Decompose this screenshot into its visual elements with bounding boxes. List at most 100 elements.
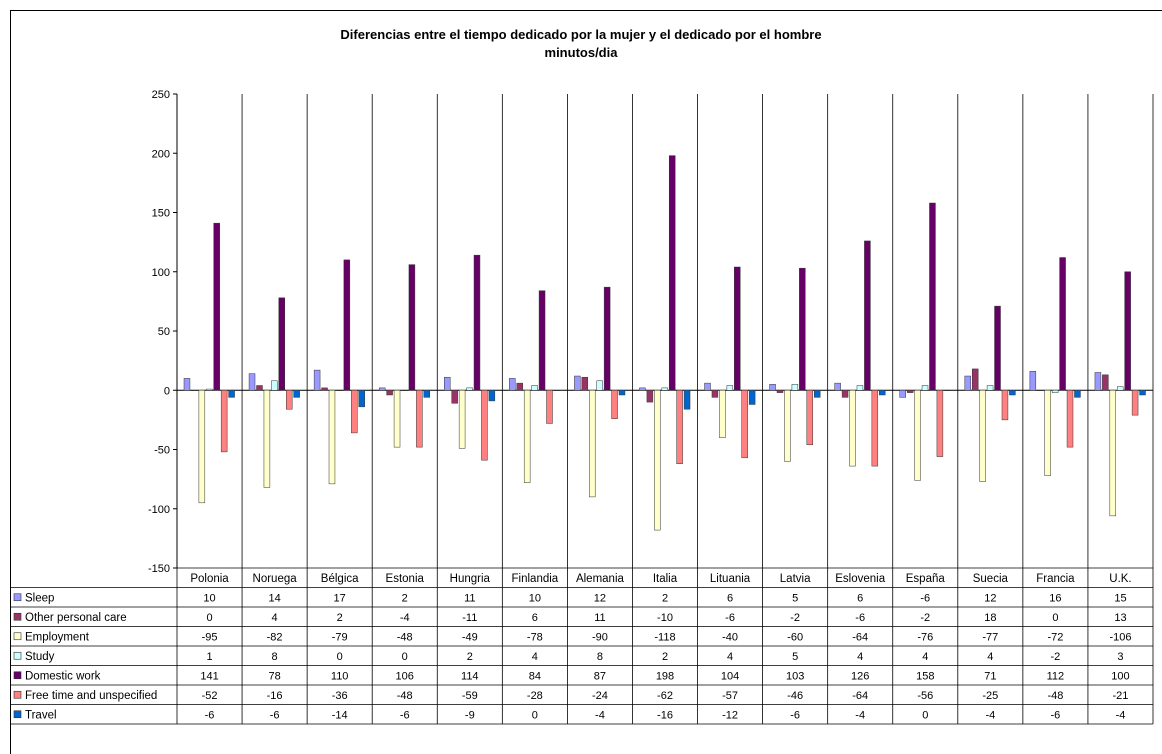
data-table-cell: 6	[727, 592, 733, 604]
legend-swatch	[13, 690, 22, 699]
bar-sleep	[1029, 371, 1037, 391]
bar-travel	[944, 390, 951, 391]
data-table-cell: -90	[592, 631, 608, 643]
bar-study	[921, 385, 929, 391]
data-table-cell: 4	[857, 651, 863, 663]
data-table-cell: -106	[1109, 631, 1131, 643]
bar-other-personal-care	[971, 368, 979, 391]
data-table-cell: 1	[206, 651, 212, 663]
data-table-cell: 100	[1111, 670, 1129, 682]
bar-travel	[553, 390, 561, 391]
bar-study	[856, 385, 864, 391]
category-label: Suecia	[973, 573, 1009, 585]
data-table-cell: -10	[657, 612, 673, 624]
bar-sleep	[378, 387, 386, 391]
bar-free-time-and-unspecified	[286, 390, 293, 410]
data-table-cell: -62	[657, 690, 673, 702]
data-table-cell: -6	[1051, 709, 1061, 721]
data-table-cell: -2	[920, 612, 930, 624]
bar-employment	[458, 390, 466, 449]
data-table-cell: -48	[397, 631, 413, 643]
data-table-cell: -6	[400, 709, 410, 721]
data-table-cell: 18	[984, 612, 996, 624]
data-table-cell: -60	[787, 631, 803, 643]
y-tick-label: 100	[152, 267, 170, 279]
bar-other-personal-care	[776, 390, 784, 393]
data-table-cell: 6	[532, 612, 538, 624]
y-tick-label: 150	[152, 208, 170, 220]
data-table-cell: -14	[332, 709, 348, 721]
bar-domestic-work	[929, 202, 936, 391]
bar-free-time-and-unspecified	[741, 390, 748, 459]
bar-domestic-work	[734, 266, 741, 391]
bar-other-personal-care	[646, 390, 654, 403]
bar-employment	[263, 390, 271, 488]
y-tick-label: -100	[148, 504, 170, 516]
bar-other-personal-care	[191, 390, 198, 391]
bar-employment	[979, 390, 986, 482]
data-table-cell: 2	[662, 651, 668, 663]
bar-travel	[748, 390, 756, 405]
data-table-cell: -57	[722, 690, 738, 702]
data-table-cell: 141	[200, 670, 218, 682]
data-table-cell: -4	[400, 612, 410, 624]
category-label: España	[906, 573, 946, 585]
bar-study	[1051, 390, 1059, 393]
bar-sleep	[964, 375, 971, 391]
data-table-cell: -12	[722, 709, 738, 721]
data-table-cell: -28	[527, 690, 543, 702]
category-label: Alemania	[576, 573, 625, 585]
bar-employment	[719, 390, 726, 438]
category-label: Polonia	[190, 573, 229, 585]
bar-employment	[589, 390, 596, 498]
data-table-cell: 84	[529, 670, 541, 682]
bar-other-personal-care	[451, 390, 458, 404]
legend-swatch	[13, 651, 22, 660]
y-tick-label: 250	[152, 89, 170, 101]
bar-travel	[293, 390, 300, 398]
bar-other-personal-care	[1102, 374, 1109, 391]
data-table-cell: -16	[657, 709, 673, 721]
bar-free-time-and-unspecified	[676, 390, 683, 464]
data-table-cell: -4	[1116, 709, 1126, 721]
category-label: Hungria	[450, 573, 491, 585]
data-table-cell: -64	[852, 690, 868, 702]
bar-study	[986, 385, 994, 391]
bar-study	[1116, 386, 1124, 391]
data-table-cell: -78	[527, 631, 543, 643]
category-label: Bélgica	[321, 573, 359, 585]
category-label: Italia	[653, 573, 678, 585]
bar-study	[596, 380, 603, 391]
bar-sleep	[509, 378, 516, 391]
data-table-cell: -2	[790, 612, 800, 624]
bar-sleep	[1094, 372, 1102, 391]
bar-sleep	[899, 390, 906, 398]
bar-other-personal-care	[386, 390, 393, 396]
data-table-cell: 2	[662, 592, 668, 604]
data-table-cell: -24	[592, 690, 608, 702]
bar-free-time-and-unspecified	[481, 390, 488, 461]
data-table-cell: -64	[852, 631, 868, 643]
data-table-cell: 158	[916, 670, 934, 682]
data-table-cell: 0	[402, 651, 408, 663]
bar-free-time-and-unspecified	[1066, 390, 1074, 448]
bar-free-time-and-unspecified	[1001, 390, 1009, 421]
category-label: Lituania	[710, 573, 751, 585]
category-label: Estonia	[386, 573, 425, 585]
data-table-cell: 2	[467, 651, 473, 663]
data-table-cell: -2	[1051, 651, 1061, 663]
data-table-cell: 11	[594, 612, 605, 624]
bar-study	[336, 390, 343, 391]
data-table-cell: -9	[465, 709, 475, 721]
data-table-cell: 0	[922, 709, 928, 721]
data-table-cell: 87	[594, 670, 606, 682]
data-table-cell: -36	[332, 690, 348, 702]
data-table-cell: 10	[203, 592, 215, 604]
data-table-cell: -95	[202, 631, 218, 643]
bar-travel	[228, 390, 235, 398]
data-table-cell: 0	[1052, 612, 1058, 624]
bar-other-personal-care	[1037, 390, 1044, 391]
bar-travel	[488, 390, 496, 402]
bar-free-time-and-unspecified	[220, 390, 228, 453]
